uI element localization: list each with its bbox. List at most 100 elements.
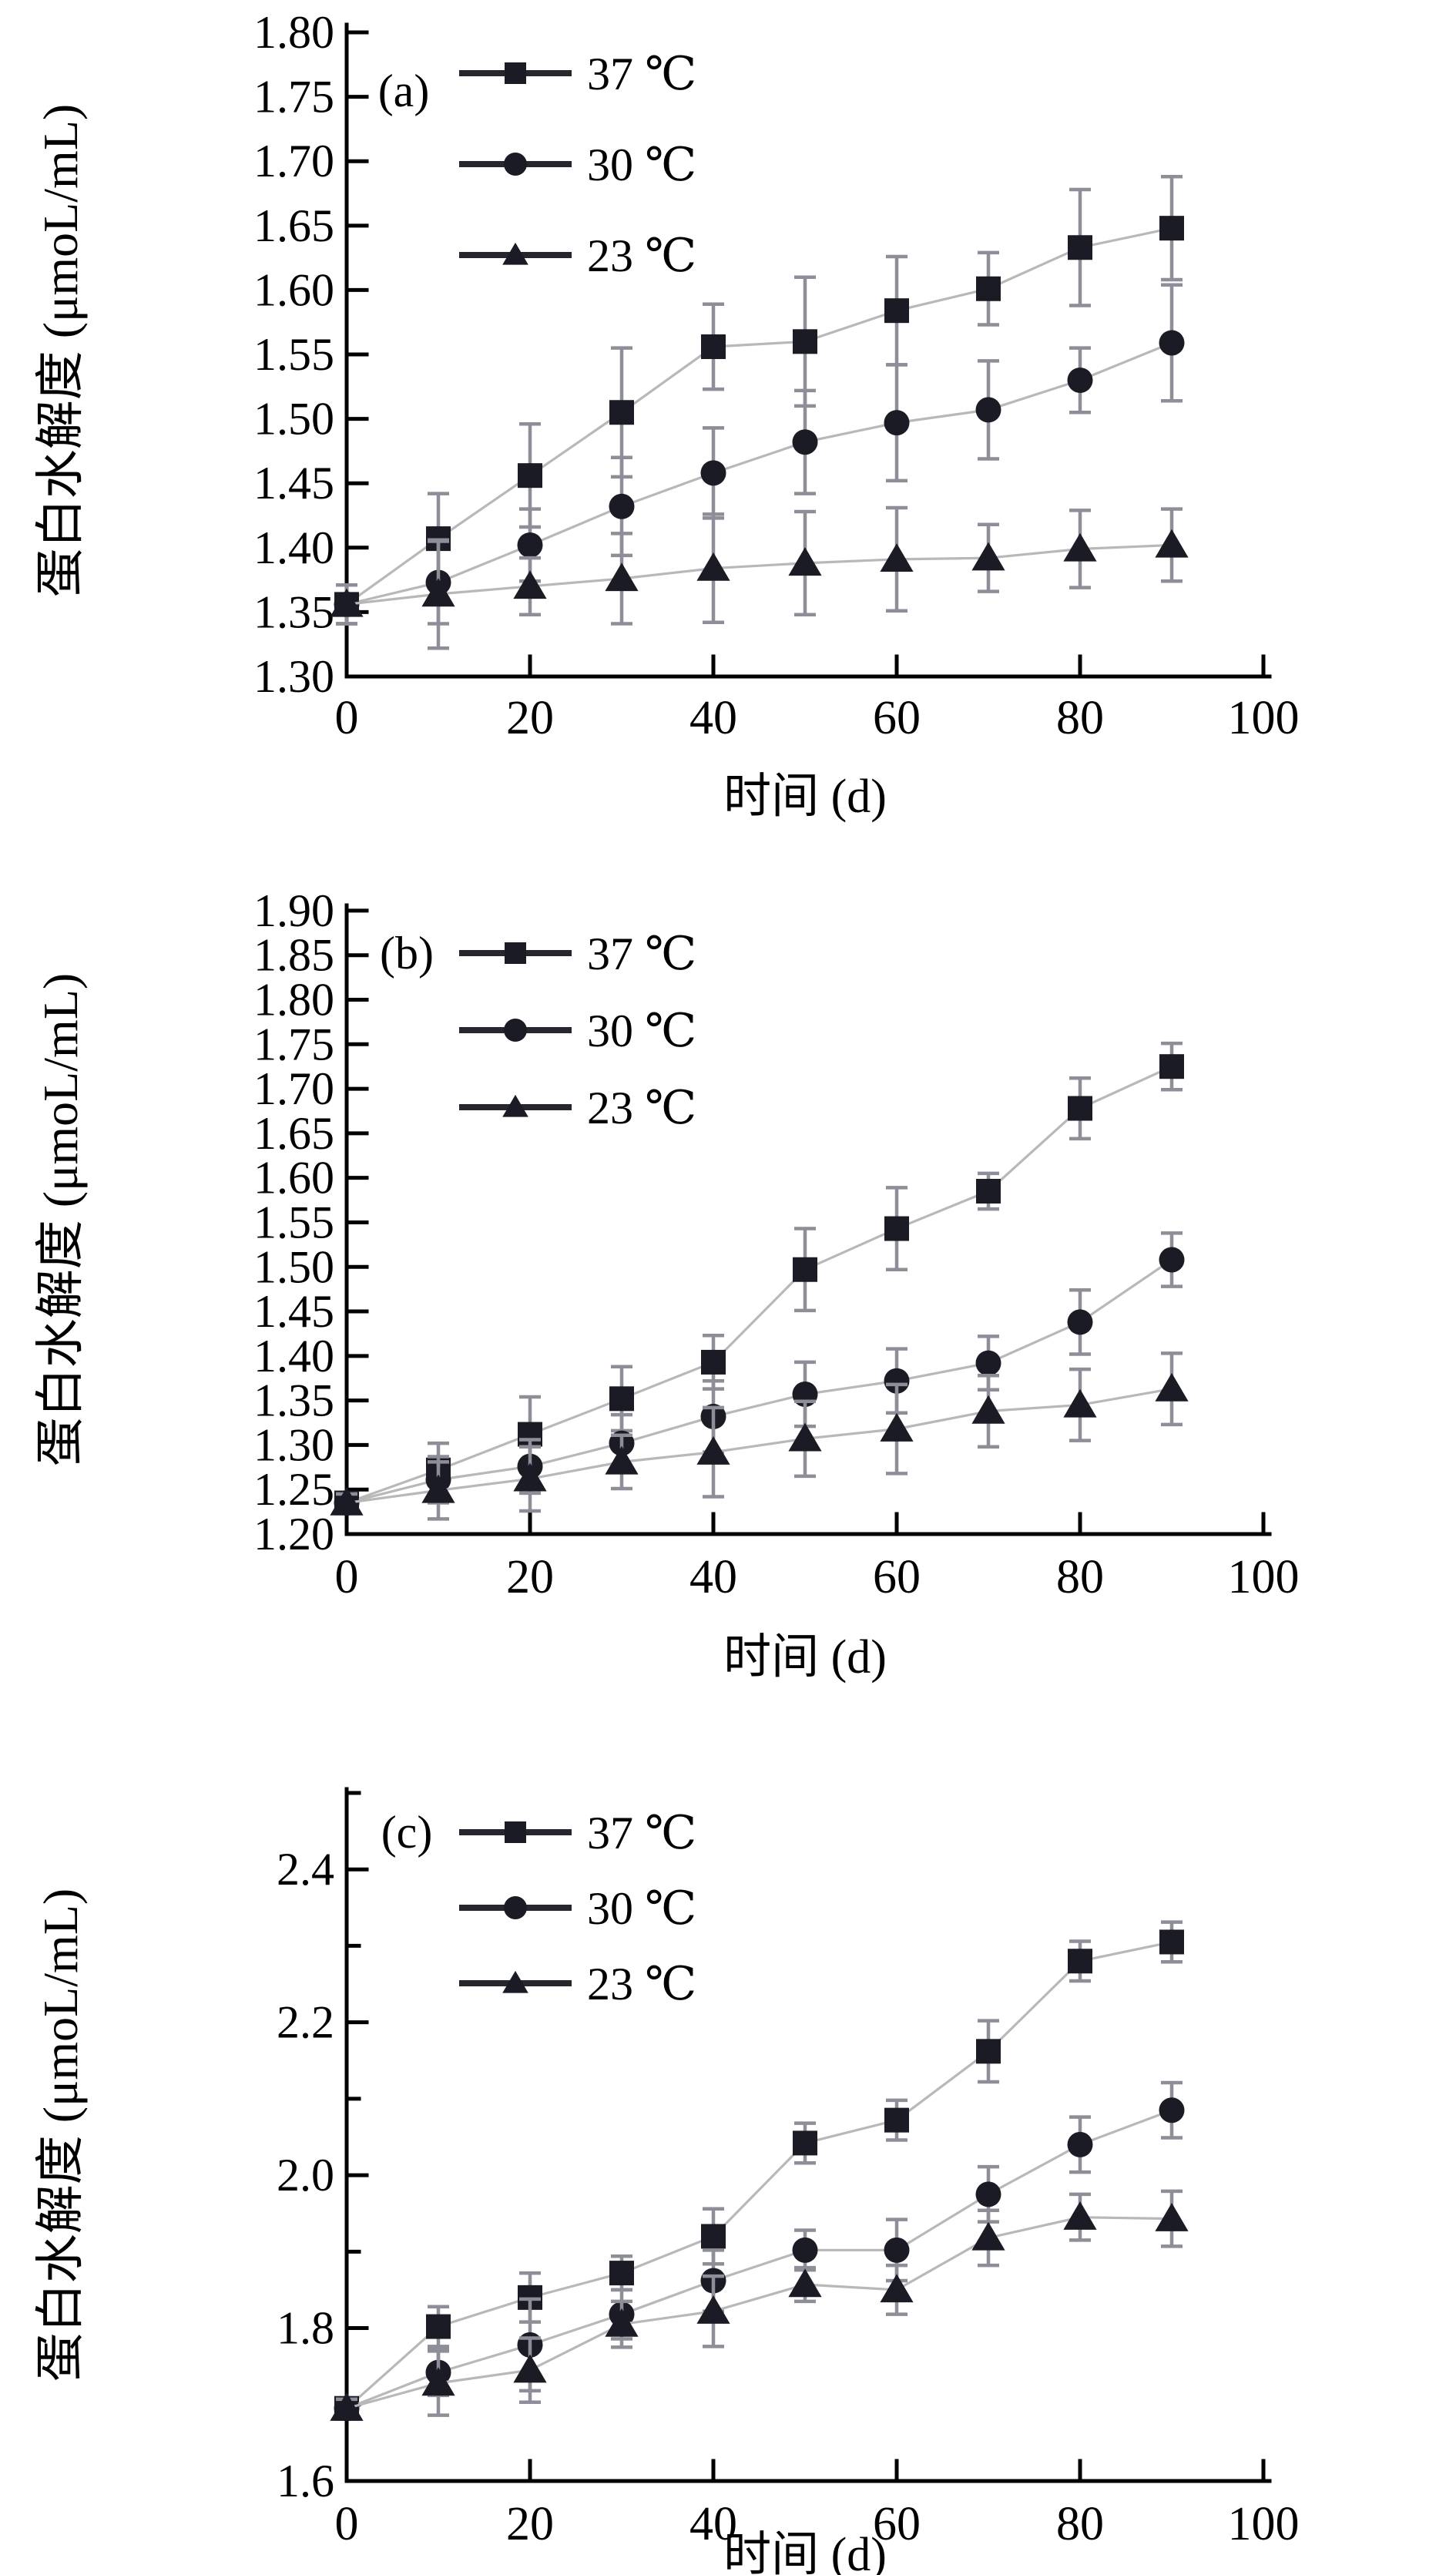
legend-item-30c: 30 ℃ [459,1005,696,1056]
error-bars [336,2080,1183,2419]
legend-label: 30 ℃ [587,1883,696,1934]
legend-item-30c: 30 ℃ [459,1883,696,1934]
panel-label: (c) [381,1807,433,1858]
data-point-square [976,1179,1001,1204]
legend-item-23c: 23 ℃ [459,1083,696,1133]
data-point-triangle [1155,2202,1189,2231]
legend-label: 23 ℃ [587,1083,696,1133]
legend-label: 23 ℃ [587,230,696,281]
data-point-circle [1159,2097,1185,2123]
data-point-circle [884,410,910,436]
y-tick-label: 1.40 [253,522,334,573]
series-37c [334,175,1184,626]
series-line [346,1258,1173,1505]
data-point-circle [700,460,726,486]
y-tick-label: 1.55 [253,329,334,380]
series-line [345,1940,1173,2409]
x-tick-label: 20 [506,1551,554,1603]
data-point-triangle [1063,2201,1097,2230]
data-point-square [609,1386,634,1412]
x-tick-label: 20 [506,692,554,744]
data-point-square [1159,216,1184,241]
x-tick-label: 80 [1056,692,1104,744]
triangle-icon [502,242,528,265]
data-point-circle [1067,1309,1093,1335]
y-axis-title: 蛋白水解度 (μmoL/mL) [33,1888,88,2382]
panel-label: (b) [380,928,434,979]
x-tick-label: 60 [873,1551,921,1603]
data-point-triangle [513,1462,547,1492]
legend-label: 37 ℃ [587,49,696,99]
x-tick-label: 100 [1228,692,1300,744]
y-tick-label: 1.90 [253,885,334,936]
y-tick-label: 1.80 [253,7,334,58]
data-point-triangle [880,2274,914,2303]
y-tick-label: 1.6 [277,2456,334,2506]
x-tick-label: 80 [1056,2498,1104,2550]
legend-label: 23 ℃ [587,1959,696,2009]
data-point-triangle [971,542,1005,571]
series-23c [330,2189,1189,2421]
data-point-triangle [605,562,639,592]
y-tick-label: 1.75 [253,72,334,123]
square-icon [505,942,526,964]
y-tick-label: 1.25 [253,1464,334,1515]
y-tick-label: 1.20 [253,1509,334,1559]
data-point-circle [1159,1247,1185,1273]
data-point-square [793,1257,817,1282]
error-bars [336,1041,1183,1514]
data-point-triangle [513,570,547,599]
data-point-triangle [880,543,914,572]
chart-panel-c: 2.4 2.2 2.0 1.8 1.6 0 20 40 60 80 100 时间 (d) 蛋白水解度 (… [0,1687,1456,2575]
data-point-square [701,1349,726,1375]
x-tick-label: 100 [1228,1551,1300,1603]
legend-label: 30 ℃ [587,1005,696,1056]
series-37c [334,1041,1184,1516]
data-point-triangle [513,2354,547,2383]
data-point-square [793,2130,817,2156]
data-point-triangle [1063,532,1097,562]
legend-item-30c: 30 ℃ [459,139,696,190]
square-icon [505,1821,526,1843]
error-bars [336,1351,1183,1521]
data-point-square [1159,1054,1184,1079]
x-axis-title: 时间 (d) [723,770,887,823]
y-tick-label: 1.45 [253,1286,334,1337]
data-point-circle [975,2181,1001,2207]
y-tick-label: 1.8 [277,2303,334,2354]
data-point-triangle [696,2295,730,2324]
data-point-triangle [1063,1388,1097,1418]
circle-icon [504,153,527,176]
y-tick-label: 1.70 [253,1063,334,1114]
y-tick-label: 1.85 [253,930,334,981]
data-point-triangle [788,547,822,576]
axes [344,1787,1272,2483]
series-23c [330,1351,1189,1521]
series-30c [334,1231,1185,1516]
legend-item-37c: 37 ℃ [459,1808,696,1858]
series-line [346,2216,1173,2410]
x-tick-label: 100 [1228,2498,1300,2550]
x-tick-label: 60 [873,2498,921,2550]
data-point-triangle [880,1412,914,1442]
series-30c [334,283,1185,626]
y-tick-label: 1.45 [253,458,334,509]
data-point-circle [1159,330,1185,356]
legend-item-37c: 37 ℃ [459,928,696,979]
data-point-triangle [605,1445,639,1475]
legend-item-23c: 23 ℃ [459,230,696,281]
error-bars [336,2189,1183,2419]
series-line [346,1065,1173,1505]
y-tick-label: 1.70 [253,136,334,186]
data-point-square [884,298,909,324]
y-tick-label: 1.30 [253,1419,334,1470]
y-tick-label: 1.30 [253,651,334,702]
data-point-triangle [1155,1372,1189,1402]
axes [344,903,1272,1536]
data-point-triangle [605,2308,639,2337]
error-bars [336,505,1183,650]
y-tick-label: 2.0 [277,2150,334,2201]
circle-icon [504,1019,527,1042]
panel-label: (a) [378,65,430,116]
